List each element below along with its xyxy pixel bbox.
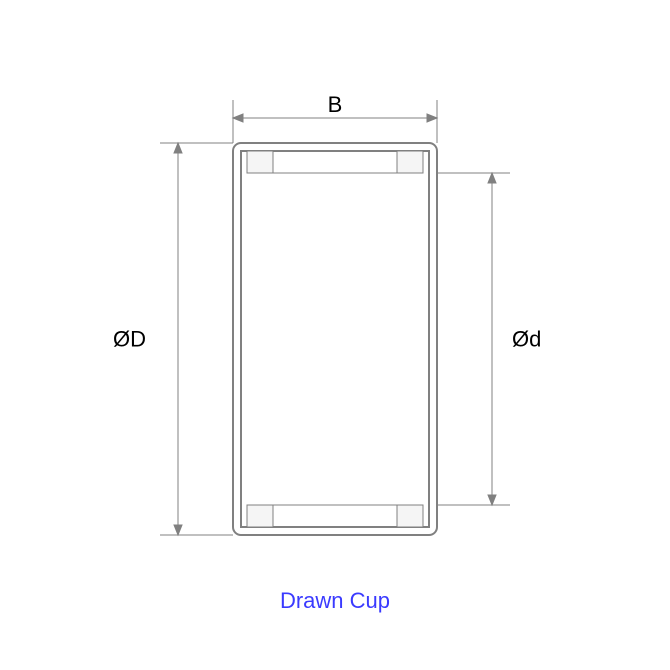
diagram-canvas: B ØD Ød Drawn Cup: [0, 0, 670, 670]
caption: Drawn Cup: [0, 588, 670, 614]
bearing-diagram-svg: B ØD Ød: [0, 0, 670, 670]
dim-label-D: ØD: [113, 327, 146, 352]
dim-label-d: Ød: [512, 327, 541, 352]
dim-label-B: B: [328, 92, 343, 117]
